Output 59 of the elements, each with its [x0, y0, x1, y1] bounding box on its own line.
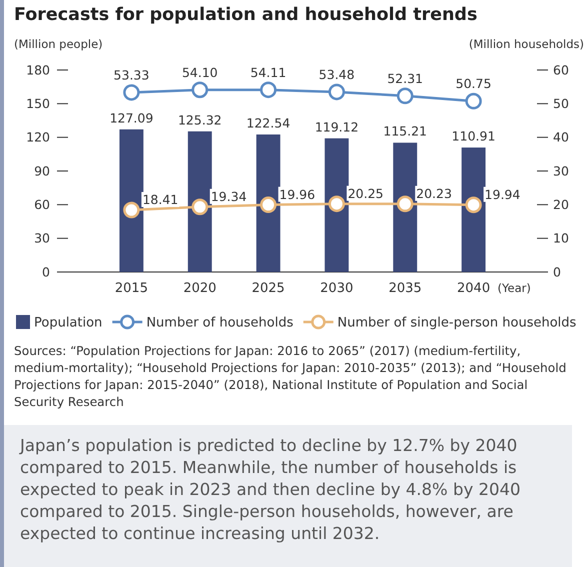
data-label: 119.12 [314, 119, 359, 134]
point [260, 82, 277, 98]
point [123, 202, 140, 218]
data-label: 54.10 [182, 64, 218, 80]
data-label: 18.41 [142, 192, 178, 208]
point [328, 196, 345, 212]
x-axis-title: (Year) [498, 281, 531, 295]
data-label: 115.21 [383, 124, 428, 139]
y-axis-title: (Million people) [14, 37, 103, 51]
y-tick-label: 0 [42, 264, 50, 280]
data-label: 53.33 [114, 67, 150, 82]
data-label: 127.09 [110, 110, 154, 126]
data-label: 20.25 [348, 186, 384, 201]
y2-tick-label: 50 [553, 96, 569, 112]
point [465, 196, 482, 214]
y-tick-label: 90 [34, 163, 50, 178]
y-tick-label: 180 [26, 62, 50, 78]
y-tick-label: 150 [26, 96, 50, 112]
y2-tick-label: 20 [553, 197, 569, 212]
data-label: 50.75 [456, 76, 492, 92]
point [396, 196, 414, 212]
chart-title: Forecasts for population and household trends [14, 5, 478, 25]
y2-tick-label: 10 [553, 230, 569, 246]
point [260, 196, 277, 214]
data-label: 110.91 [452, 128, 496, 144]
x-tick-label: 2030 [320, 281, 354, 296]
data-label: 53.48 [318, 66, 355, 82]
point [192, 82, 208, 98]
data-label: 125.32 [178, 112, 222, 128]
source-note: Sources: “Population Projections for Japan: 2016 to 2065” (2017) (medium-fertility, medium-mortality); “Household Projections for Japan: 2010-2035” (2013); and “Household Projections for Japan: 2015-2040” (2018), National Institute of Population and Social Security Research [14, 343, 568, 411]
y-tick-label: 30 [34, 230, 50, 246]
legend-label: Population [34, 316, 102, 331]
x-tick-label: 2015 [114, 281, 148, 296]
legend-label: Number of single-person households [337, 316, 577, 331]
y2-tick-label: 0 [553, 264, 561, 280]
x-tick-label: 2040 [457, 281, 490, 296]
point [465, 92, 482, 110]
data-label: 19.96 [279, 186, 316, 202]
y-tick-label: 60 [34, 197, 50, 212]
y-tick-label: 120 [26, 130, 50, 145]
data-label: 52.31 [387, 70, 424, 86]
y2-tick-label: 30 [553, 163, 569, 178]
data-label: 19.34 [210, 188, 247, 204]
x-tick-label: 2020 [183, 281, 216, 296]
point [328, 84, 345, 100]
x-tick-label: 2025 [252, 281, 285, 296]
data-label: 122.54 [246, 115, 290, 130]
data-label: 20.23 [416, 186, 452, 201]
text: Japan’s population is predicted to decline by 12.7% by 2040 compared to 2015. Meanwhile, the number of households is expected to peak in 2023 and then decline by 4.8% by 2040 compared to 2015. Single-person households, however, are expected to continue increasing until 2032. [4, 425, 572, 567]
point [123, 84, 140, 101]
y2-tick-label: 40 [553, 130, 569, 145]
data-label: 19.94 [484, 186, 520, 202]
x-tick-label: 2035 [388, 281, 422, 296]
point [396, 88, 414, 104]
y2-axis-title: (Million households) [468, 37, 584, 51]
legend-label: Number of households [146, 316, 294, 331]
data-label: 54.11 [250, 64, 286, 80]
point [192, 198, 208, 216]
y2-tick-label: 60 [553, 62, 569, 78]
